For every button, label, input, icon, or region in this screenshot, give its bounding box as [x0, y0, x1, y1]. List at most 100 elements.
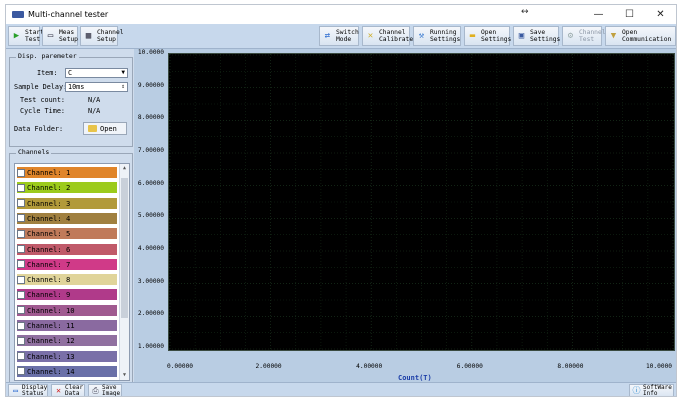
- clear-icon: ✕: [56, 386, 61, 395]
- channel-item[interactable]: Channel: 14: [17, 365, 117, 377]
- channel-label: Channel: 3: [27, 198, 71, 208]
- chevron-down-icon: ▼: [121, 69, 125, 76]
- scroll-down-icon[interactable]: ▼: [122, 372, 126, 378]
- channel-item[interactable]: Channel: 5: [17, 228, 117, 240]
- channel-label: Channel: 10: [27, 305, 75, 315]
- open-settings-button[interactable]: ▬ Open Settings: [464, 26, 512, 46]
- minimize-button[interactable]: —: [593, 9, 604, 20]
- channel-item[interactable]: Channel: 8: [17, 274, 117, 286]
- channel-label: Channel: 4: [27, 213, 71, 223]
- open-folder-button[interactable]: Open: [83, 122, 127, 135]
- running-settings-button[interactable]: ⚒ Running Settings: [413, 26, 461, 46]
- channel-list[interactable]: ▲ ▼ Channel: 1 Channel: 2 Channel: 3 Channe…: [14, 163, 130, 381]
- channel-checkbox[interactable]: [17, 306, 25, 315]
- scrollbar-thumb[interactable]: [121, 178, 128, 318]
- channel-checkbox[interactable]: [17, 336, 25, 345]
- display-status-label: Display Status: [22, 384, 48, 397]
- channel-checkbox[interactable]: [17, 214, 25, 223]
- channels-title: Channels: [16, 148, 52, 156]
- channel-checkbox[interactable]: [17, 367, 25, 376]
- grid-icon: ▦: [85, 30, 92, 41]
- meas-setup-icon: ▭: [47, 30, 54, 41]
- meas-setup-label: Meas Setup: [59, 29, 78, 43]
- spinner-arrows-icon: ⇕: [121, 83, 125, 90]
- meas-setup-button[interactable]: ▭ Meas Setup: [42, 26, 78, 46]
- clear-data-label: Clear Data: [65, 384, 84, 397]
- channel-checkbox[interactable]: [17, 199, 25, 208]
- item-label: Item:: [37, 69, 58, 77]
- channel-test-button[interactable]: ⚙ Channel Test: [562, 26, 606, 46]
- app-window: Multi-channel tester ↔ — ☐ ✕ ▶ Start Tes…: [5, 4, 677, 397]
- channel-label: Channel: 9: [27, 290, 71, 300]
- channel-label: Channel: 2: [27, 183, 71, 193]
- channel-checkbox[interactable]: [17, 168, 25, 177]
- status-bar: ▭ Display Status ✕ Clear Data ⎙ Save Ima…: [6, 382, 676, 397]
- channel-item[interactable]: Channel: 13: [17, 350, 117, 362]
- channel-item[interactable]: Channel: 1: [17, 167, 117, 178]
- disp-parameter-group: Disp. paremeter: [9, 52, 133, 147]
- channel-label: Channel: 11: [27, 321, 75, 330]
- test-count-value: N/A: [88, 96, 101, 104]
- channel-test-icon: ⚙: [567, 30, 574, 41]
- scroll-up-icon[interactable]: ▲: [122, 165, 126, 171]
- channel-item[interactable]: Channel: 11: [17, 320, 117, 331]
- x-tick-label: 6.00000: [456, 363, 483, 370]
- channel-checkbox[interactable]: [17, 260, 25, 269]
- plot-grid: [169, 54, 674, 350]
- open-communication-button[interactable]: ▼ Open Communication: [605, 26, 676, 46]
- y-tick-label: 3.00000: [137, 277, 164, 285]
- channel-item[interactable]: Channel: 9: [17, 289, 117, 301]
- channel-checkbox[interactable]: [17, 229, 25, 238]
- save-image-button[interactable]: ⎙ Save Image: [88, 384, 122, 396]
- channel-label: Channel: 7: [27, 259, 71, 269]
- channel-item[interactable]: Channel: 12: [17, 335, 117, 347]
- switch-mode-button[interactable]: ⇄ Switch Mode: [319, 26, 359, 46]
- open-folder-label: Open: [100, 124, 117, 133]
- close-button[interactable]: ✕: [656, 9, 665, 20]
- channel-checkbox[interactable]: [17, 183, 25, 192]
- y-tick-label: 4.00000: [137, 245, 164, 252]
- save-settings-label: Save Settings: [530, 29, 561, 43]
- communication-icon: ▼: [610, 30, 617, 41]
- x-tick-label: 10.0000: [645, 363, 673, 370]
- start-test-button[interactable]: ▶ Start Test: [8, 26, 44, 46]
- y-tick-label: 7.00000: [137, 147, 164, 154]
- folder-icon: ▬: [469, 30, 476, 41]
- sample-delay-spinner[interactable]: 10ms ⇕: [65, 82, 128, 92]
- channel-test-label: Channel Test: [579, 29, 606, 43]
- software-info-button[interactable]: ⓘ SoftWare Info: [629, 384, 674, 397]
- main-toolbar: ▶ Start Test ▭ Meas Setup ▦ Channel Setu…: [6, 24, 676, 49]
- channel-item[interactable]: Channel: 7: [17, 258, 117, 270]
- channel-calibrate-button[interactable]: ✕ Channel Calibrate: [362, 26, 413, 46]
- start-test-label: Start Test: [25, 29, 44, 43]
- disp-parameter-title: Disp. paremeter: [16, 52, 79, 60]
- channel-checkbox[interactable]: [17, 290, 25, 299]
- open-communication-label: Open Communication: [622, 29, 672, 43]
- clear-data-button[interactable]: ✕ Clear Data: [51, 384, 85, 397]
- cycle-time-value: N/A: [88, 107, 101, 115]
- channel-item[interactable]: Channel: 6: [17, 243, 117, 255]
- open-settings-label: Open Settings: [481, 29, 512, 43]
- channel-checkbox[interactable]: [17, 275, 25, 284]
- channel-item[interactable]: Channel: 10: [17, 304, 117, 316]
- save-image-icon: ⎙: [92, 386, 99, 395]
- channel-checkbox[interactable]: [17, 245, 25, 253]
- save-settings-button[interactable]: ▣ Save Settings: [513, 26, 561, 46]
- channel-item[interactable]: Channel: 3: [17, 197, 117, 209]
- resize-arrows-icon[interactable]: ↔: [521, 7, 529, 17]
- display-status-button[interactable]: ▭ Display Status: [8, 384, 48, 397]
- channel-checkbox[interactable]: [17, 321, 25, 330]
- plot-canvas[interactable]: [168, 53, 675, 351]
- item-select[interactable]: C ▼: [65, 68, 128, 78]
- channel-list-scrollbar[interactable]: ▲ ▼: [119, 164, 129, 380]
- channel-setup-button[interactable]: ▦ Channel Setup: [80, 26, 124, 46]
- software-info-label: SoftWare Info: [643, 384, 672, 397]
- channel-checkbox[interactable]: [17, 352, 25, 361]
- maximize-button[interactable]: ☐: [625, 9, 634, 20]
- channel-item[interactable]: Channel: 2: [17, 182, 117, 194]
- sample-delay-label: Sample Delay:: [14, 83, 68, 91]
- item-select-value: C: [68, 69, 73, 77]
- title-bar: Multi-channel tester ↔ — ☐ ✕: [6, 5, 676, 24]
- display-icon: ▭: [13, 386, 18, 395]
- channel-item[interactable]: Channel: 4: [17, 212, 117, 224]
